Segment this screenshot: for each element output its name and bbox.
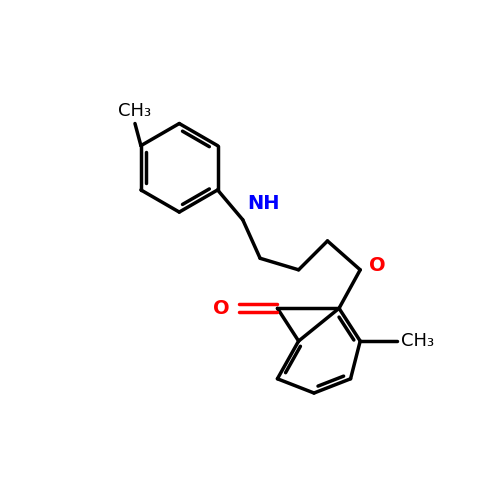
Text: CH₃: CH₃: [118, 102, 152, 119]
Text: O: O: [368, 256, 386, 274]
Text: NH: NH: [248, 194, 280, 213]
Text: O: O: [212, 299, 230, 318]
Text: CH₃: CH₃: [400, 332, 434, 350]
